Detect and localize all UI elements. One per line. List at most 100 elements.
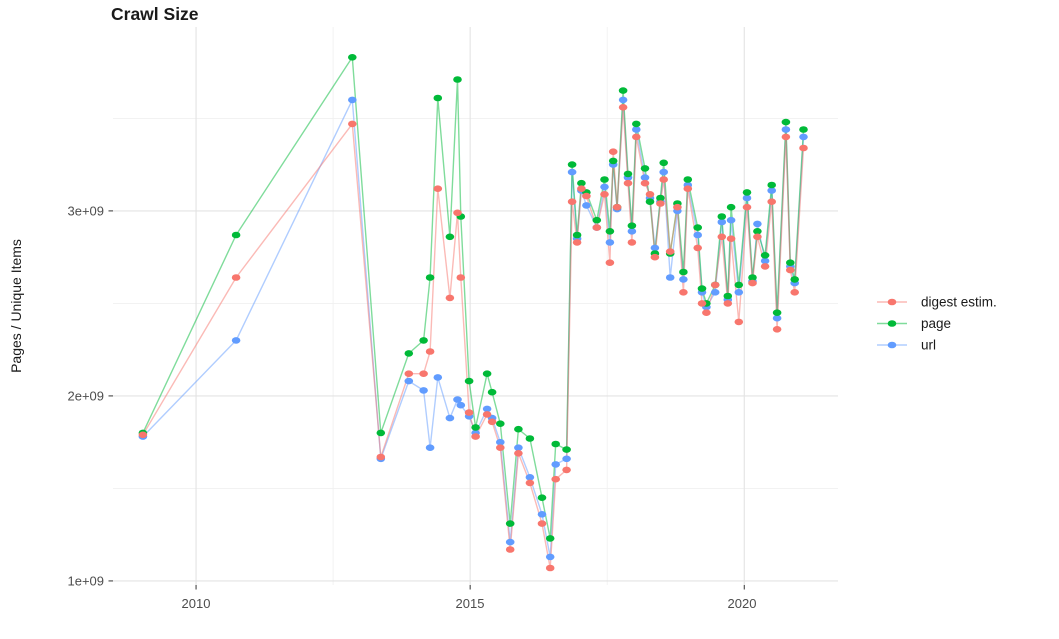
data-point-page [231, 231, 241, 239]
data-point-page [767, 181, 776, 189]
data-point-page [482, 370, 492, 378]
data-point-page [717, 213, 727, 220]
data-point-page [453, 76, 462, 83]
data-point-page [753, 228, 762, 235]
data-point-url [545, 553, 555, 561]
data-point-digest-estim [471, 433, 480, 440]
data-point-url [445, 414, 455, 422]
data-point-page [683, 176, 693, 183]
data-point-url [742, 194, 752, 202]
data-point-digest-estim [799, 144, 808, 152]
data-point-url [640, 174, 650, 181]
data-point-url [632, 126, 641, 133]
data-point-digest-estim [734, 318, 744, 326]
data-point-url [760, 257, 770, 265]
data-point-page [656, 194, 665, 202]
data-point-url [514, 444, 523, 452]
legend-label-url: url [921, 338, 936, 353]
data-point-page [734, 281, 744, 289]
data-point-digest-estim [627, 239, 637, 246]
data-point-page [545, 535, 555, 542]
data-point-url [433, 374, 443, 381]
data-point-page [376, 429, 386, 437]
data-point-page [577, 179, 586, 187]
data-point-page [514, 425, 523, 433]
data-point-digest-estim [608, 148, 618, 155]
data-point-page [645, 198, 655, 205]
data-point-page [572, 231, 582, 239]
data-point-digest-estim [464, 409, 474, 416]
data-point-page [786, 259, 795, 267]
data-point-digest-estim [640, 179, 650, 187]
data-point-digest-estim [562, 466, 571, 474]
data-point-url [551, 461, 560, 468]
data-point-digest-estim [514, 450, 523, 457]
data-point-digest-estim [790, 289, 799, 296]
legend-key-dot-url [887, 341, 897, 349]
data-point-digest-estim [786, 266, 795, 274]
data-point-digest-estim [645, 191, 655, 198]
data-point-url [562, 455, 571, 463]
data-point-url [231, 337, 241, 344]
data-point-digest-estim [537, 520, 547, 527]
data-point-url [404, 377, 414, 385]
data-point-digest-estim [572, 239, 582, 246]
data-point-url [753, 220, 762, 228]
data-point-digest-estim [618, 104, 628, 111]
data-point-digest-estim [656, 200, 665, 207]
data-point-digest-estim [496, 444, 505, 452]
data-point-page [551, 440, 560, 448]
data-point-digest-estim [592, 224, 602, 231]
data-point-url [693, 231, 702, 239]
data-point-page [419, 337, 428, 344]
data-point-digest-estim [781, 133, 791, 141]
data-point-url [537, 511, 547, 518]
legend-keys [877, 298, 907, 349]
data-point-url [419, 387, 428, 394]
data-point-digest-estim [505, 546, 515, 553]
data-point-page [600, 176, 609, 183]
data-point-url [650, 244, 660, 252]
data-point-digest-estim [577, 185, 586, 192]
series-points-page [138, 54, 808, 542]
x-tick-label-2020: 2020 [728, 596, 757, 611]
data-point-url [505, 538, 515, 546]
y-tick-label-3e09: 3e+09 [67, 204, 104, 219]
data-point-digest-estim [665, 248, 675, 255]
data-point-url [582, 202, 591, 209]
data-point-page [445, 233, 455, 241]
data-point-digest-estim [453, 209, 462, 217]
series-points-digest-estim [138, 104, 808, 572]
data-point-page [562, 446, 571, 453]
data-point-page [496, 420, 505, 428]
data-point-url [618, 96, 628, 104]
data-point-url [348, 96, 357, 104]
data-point-digest-estim [679, 289, 688, 296]
data-point-page [404, 350, 414, 357]
data-point-digest-estim [545, 564, 555, 572]
data-point-url [482, 405, 492, 413]
data-point-url [627, 228, 637, 235]
data-point-digest-estim [445, 294, 455, 302]
data-point-url [734, 289, 744, 296]
data-point-digest-estim [138, 431, 148, 439]
y-axis-tick-labels: 1e+09 2e+09 3e+09 [67, 204, 104, 589]
data-point-page [742, 189, 752, 196]
data-point-page [772, 309, 782, 317]
data-point-digest-estim [659, 176, 668, 183]
data-point-url [567, 168, 577, 176]
data-point-url [772, 314, 782, 322]
data-point-page [760, 252, 770, 259]
y-tick-label-2e09: 2e+09 [67, 389, 104, 404]
gridlines [113, 27, 838, 585]
x-tick-label-2015: 2015 [456, 596, 485, 611]
chart-title: Crawl Size [111, 4, 199, 24]
data-point-page [605, 228, 615, 235]
data-point-digest-estim [419, 370, 428, 378]
data-point-digest-estim [673, 203, 682, 211]
data-point-page [487, 388, 497, 396]
data-point-digest-estim [753, 233, 762, 241]
data-point-page [632, 120, 641, 128]
